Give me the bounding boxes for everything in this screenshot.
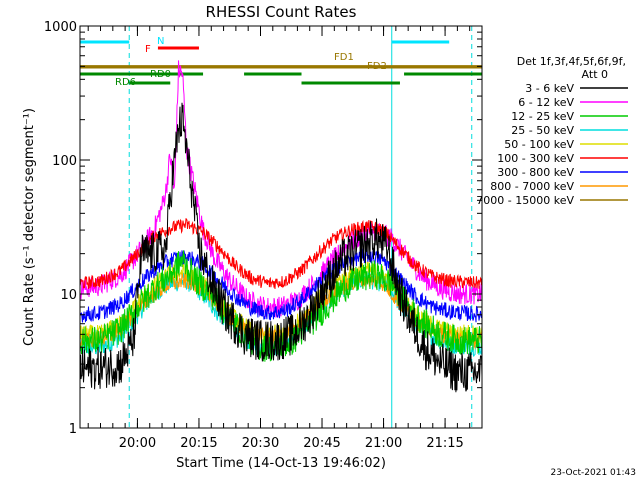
x-tick-label: 21:00 (365, 436, 402, 451)
legend-entry-label: 100 - 300 keV (497, 152, 574, 165)
footer-timestamp: 23-Oct-2021 01:43 (551, 468, 636, 478)
annotation-label-n: N (157, 36, 164, 47)
x-tick-label: 20:00 (119, 436, 156, 451)
annotation-label-fd1: FD1 (334, 52, 354, 63)
series-layer (79, 60, 483, 393)
legend-entry-label: 7000 - 15000 keV (476, 194, 574, 207)
plot-frame (79, 25, 483, 429)
legend: Det 1f,3f,4f,5f,6f,9f, Att 0 3 - 6 keV6 … (476, 55, 628, 207)
x-tick-label: 20:15 (180, 436, 217, 451)
series-line-0 (79, 102, 483, 393)
series-line-2 (79, 250, 483, 362)
legend-entry-label: 300 - 800 keV (497, 166, 574, 179)
y-tick-label: 1000 (44, 20, 77, 35)
annotation-label-rd6: RD6 (115, 77, 136, 88)
x-tick-label: 21:15 (426, 436, 463, 451)
legend-entry-label: 3 - 6 keV (525, 82, 574, 95)
ticks-layer: 1 10 100 1000 20:00 20:15 20:30 20:45 21:00 21:15 (44, 20, 482, 451)
legend-header-line-1: Det 1f,3f,4f,5f,6f,9f, (517, 55, 626, 68)
chart-title: RHESSI Count Rates (206, 3, 357, 21)
legend-entry-label: 50 - 100 keV (504, 138, 574, 151)
legend-entry-label: 6 - 12 keV (518, 96, 574, 109)
y-tick-label: 100 (52, 154, 77, 169)
y-tick-label: 1 (69, 422, 77, 437)
x-tick-label: 20:30 (242, 436, 279, 451)
y-tick-label: 10 (60, 288, 77, 303)
annotation-label-f: F (145, 44, 151, 55)
y-axis-label: Count Rate (s⁻¹ detector segment⁻¹) (22, 108, 37, 346)
annotation-label-rd0: RD0 (150, 69, 171, 80)
legend-header-line-2: Att 0 (582, 68, 608, 81)
legend-entry-label: 25 - 50 keV (511, 124, 574, 137)
series-line-1 (79, 60, 483, 318)
legend-entry-label: 800 - 7000 keV (490, 180, 574, 193)
x-tick-label: 20:45 (303, 436, 340, 451)
legend-entry-label: 12 - 25 keV (511, 110, 574, 123)
series-line-6 (79, 247, 483, 323)
x-axis-label: Start Time (14-Oct-13 19:46:02) (176, 456, 386, 471)
